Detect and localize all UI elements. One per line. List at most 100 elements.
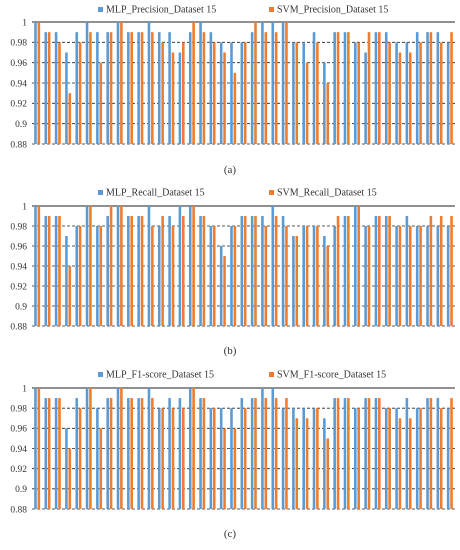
svm-bar: [357, 206, 360, 326]
svm-bar: [89, 388, 92, 509]
svm-bar: [171, 408, 175, 509]
mlp-bar: [147, 206, 151, 326]
svm-bar: [450, 216, 453, 326]
mlp-bar: [415, 408, 419, 509]
svm-bar: [182, 216, 185, 326]
mlp-bar: [271, 22, 275, 144]
mlp-bar: [75, 226, 79, 326]
chart-panel-b: MLP_Recall_Dataset 15 SVM_Recall_Dataset …: [10, 188, 455, 357]
mlp-bar: [137, 216, 140, 326]
svm-bar: [192, 22, 195, 144]
mlp-bar: [354, 206, 357, 326]
svm-bar: [120, 22, 123, 144]
svm-bar: [47, 216, 51, 326]
svm-bar: [89, 206, 92, 326]
mlp-bar: [54, 216, 58, 326]
svm-bar: [388, 42, 391, 144]
mlp-bar: [44, 216, 48, 326]
svm-bar: [388, 216, 391, 326]
legend-swatch-mlp: [98, 190, 103, 195]
mlp-bar: [446, 408, 450, 509]
svm-bar: [109, 206, 113, 326]
svm-bar: [264, 398, 268, 509]
svm-bar: [78, 408, 82, 509]
mlp-bar: [157, 32, 161, 144]
mlp-bar: [178, 398, 182, 509]
svm-bar: [109, 398, 113, 509]
legend-label-mlp: MLP_Recall_Dataset 15: [106, 188, 205, 199]
mlp-bar: [85, 22, 89, 144]
y-tick-label: 0.9: [15, 302, 27, 312]
mlp-bar: [199, 22, 202, 144]
svm-bar: [151, 398, 154, 509]
svm-bar: [192, 388, 195, 509]
mlp-bar: [302, 42, 305, 144]
mlp-bar: [240, 216, 244, 326]
mlp-bar: [343, 32, 347, 144]
mlp-bar: [157, 408, 161, 509]
y-tick-label: 0.88: [10, 505, 27, 515]
svm-bar: [357, 408, 360, 509]
svm-bar: [326, 246, 330, 326]
svm-bar: [336, 216, 340, 326]
svm-bar: [89, 32, 92, 144]
mlp-bar: [343, 216, 347, 326]
svm-bar: [316, 408, 319, 509]
panel-caption: (b): [224, 345, 237, 357]
svm-bar: [378, 32, 381, 144]
legend-label-mlp: MLP_F1-score_Dataset 15: [106, 370, 214, 381]
mlp-bar: [426, 226, 429, 326]
mlp-bar: [116, 388, 120, 509]
mlp-bar: [415, 32, 419, 144]
mlp-bar: [271, 206, 275, 326]
mlp-bar: [250, 216, 254, 326]
svm-bar: [212, 408, 216, 509]
mlp-bar: [302, 408, 305, 509]
svm-bar: [140, 32, 144, 144]
svm-bar: [68, 266, 72, 326]
mlp-bar: [302, 226, 305, 326]
svm-bar: [285, 398, 288, 509]
mlp-bar: [250, 32, 254, 144]
mlp-bar: [323, 62, 326, 144]
y-tick-label: 0.9: [15, 120, 27, 130]
mlp-bar: [147, 388, 151, 509]
svm-bar: [408, 418, 412, 509]
svm-bar: [285, 226, 288, 326]
mlp-bar: [415, 226, 419, 326]
mlp-bar: [65, 428, 68, 509]
svm-bar: [408, 52, 412, 144]
svm-bar: [347, 32, 350, 144]
svm-bar: [140, 216, 144, 326]
svm-bar: [398, 52, 402, 144]
mlp-bar: [106, 216, 109, 326]
mlp-bar: [106, 32, 109, 144]
y-tick-label: 0.92: [10, 465, 27, 475]
mlp-bar: [65, 52, 68, 144]
mlp-bar: [261, 216, 264, 326]
y-tick-label: 1: [22, 18, 27, 28]
mlp-bar: [168, 216, 171, 326]
svm-bar: [429, 216, 433, 326]
mlp-bar: [127, 32, 130, 144]
mlp-bar: [219, 42, 223, 144]
legend-label-svm: SVM_F1-score_Dataset 15: [277, 370, 386, 381]
legend-label-mlp: MLP_Precision_Dataset 15: [106, 5, 216, 16]
svm-bar: [161, 42, 164, 144]
mlp-bar: [188, 32, 192, 144]
svm-bar: [347, 398, 350, 509]
mlp-bar: [137, 32, 140, 144]
mlp-bar: [127, 398, 130, 509]
y-tick-label: 1: [22, 202, 27, 212]
svm-bar: [37, 206, 41, 326]
svm-bar: [58, 398, 61, 509]
mlp-bar: [312, 408, 316, 509]
y-tick-label: 0.94: [10, 445, 27, 455]
mlp-bar: [157, 226, 161, 326]
mlp-bar: [354, 42, 357, 144]
mlp-bar: [395, 408, 398, 509]
svm-bar: [274, 32, 278, 144]
mlp-bar: [96, 32, 99, 144]
mlp-bar: [312, 32, 316, 144]
mlp-bar: [323, 418, 326, 509]
